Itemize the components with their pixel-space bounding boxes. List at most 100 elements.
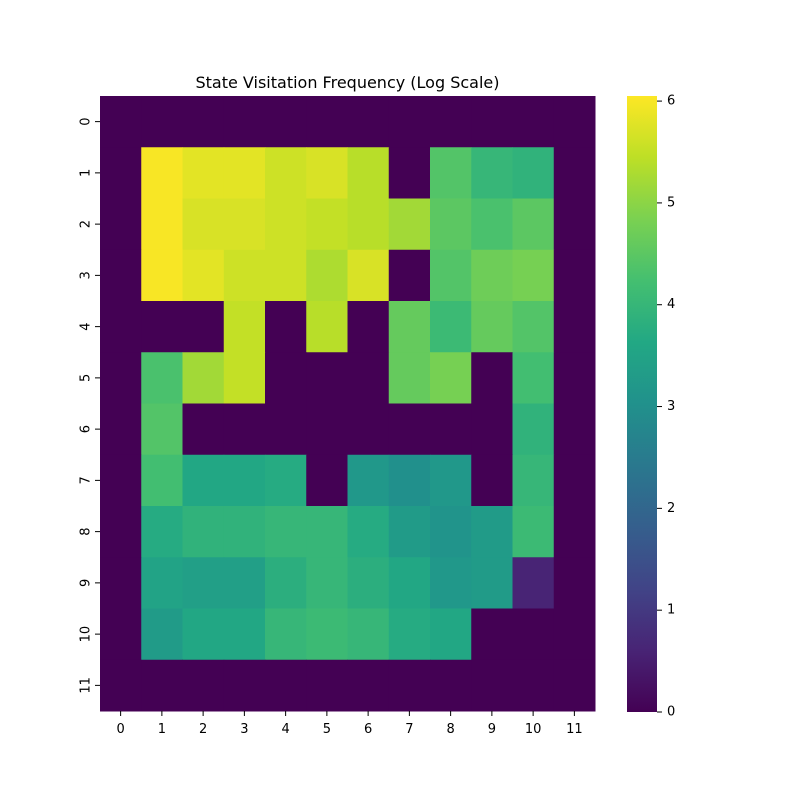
heatmap-cell [223,608,266,661]
heatmap-cell [347,454,390,507]
y-tick-label: 4 [79,322,94,330]
heatmap-cell [388,454,431,507]
y-tick-label: 3 [79,271,94,279]
heatmap-cell [553,659,596,712]
heatmap-cell [100,659,142,712]
heatmap-cell [430,301,472,353]
heatmap-cell [347,352,390,404]
heatmap-cell [553,352,596,404]
heatmap-cell [553,557,596,609]
colorbar-tick-label: 0 [667,705,675,720]
heatmap-cell [223,506,266,558]
heatmap-cell [553,506,596,558]
heatmap-cell [265,147,307,199]
heatmap-cell [388,608,431,661]
heatmap-cell [388,147,431,199]
heatmap-cell [306,557,348,609]
heatmap-cell [100,198,142,251]
heatmap-cell [347,198,390,251]
heatmap-cell [306,198,348,251]
heatmap-cell [430,249,472,302]
heatmap-cell [306,96,348,148]
heatmap-cell [100,403,142,456]
y-axis: 0 1 2 3 4 5 6 7 8 9 10 11 [79,117,100,694]
y-tick-label: 1 [79,169,94,177]
heatmap-cell [265,352,307,404]
heatmap-cell [265,198,307,251]
heatmap-cell [306,301,348,353]
heatmap-cell [347,147,390,199]
heatmap-cell [223,96,266,148]
heatmap-cell [306,403,348,456]
heatmap-cell [141,301,183,353]
heatmap-cell [141,454,183,507]
heatmap-cell [471,506,513,558]
heatmap-cell [100,147,142,199]
x-axis: 0 1 2 3 4 5 6 7 8 9 10 11 [116,711,583,737]
heatmap-cell [141,96,183,148]
colorbar-tick-label: 2 [667,501,675,516]
heatmap-cell [347,506,390,558]
heatmap-cell [512,608,555,661]
heatmap-cell [100,249,142,302]
heatmap-cell [512,557,555,609]
heatmap-cell [141,147,183,199]
heatmap-cell [265,659,307,712]
heatmap-cell [100,608,142,661]
x-tick-label: 6 [364,722,372,737]
heatmap-cell [223,454,266,507]
x-tick-label: 0 [116,722,124,737]
x-tick-label: 2 [199,722,207,737]
heatmap-cell [182,557,225,609]
y-tick-label: 0 [79,117,94,125]
heatmap-cell [430,659,472,712]
heatmap-cell [100,301,142,353]
x-tick-label: 8 [446,722,454,737]
heatmap-cell [347,659,390,712]
y-tick-label: 9 [79,579,94,587]
heatmap-cell [512,506,555,558]
heatmap-cell [512,147,555,199]
x-tick-label: 7 [405,722,413,737]
heatmap-cell [553,198,596,251]
heatmap-cell [141,659,183,712]
heatmap-cell [512,403,555,456]
x-tick-label: 11 [566,722,583,737]
heatmap-cell [388,557,431,609]
heatmap-cell [347,301,390,353]
y-tick-label: 6 [79,425,94,433]
heatmap-cell [388,506,431,558]
heatmap-cell [265,301,307,353]
heatmap-cell [471,301,513,353]
heatmap-cell [265,608,307,661]
heatmap-cell [141,403,183,456]
heatmap-cell [430,557,472,609]
heatmap-cell [223,557,266,609]
colorbar-ticks: 0 1 2 3 4 5 6 [657,94,675,720]
heatmap-cell [347,249,390,302]
x-tick-label: 5 [323,722,331,737]
heatmap-cell [182,454,225,507]
heatmap-cell [347,96,390,148]
heatmap-cell [430,403,472,456]
heatmap-cell [100,96,142,148]
heatmap-cell [471,454,513,507]
heatmap-cell [223,352,266,404]
heatmap-cell [265,96,307,148]
heatmap-cell [223,198,266,251]
y-tick-label: 10 [79,626,94,643]
heatmap-cell [223,249,266,302]
heatmap-cell [430,352,472,404]
heatmap-cell [182,301,225,353]
heatmap-cell [223,659,266,712]
heatmap-cell [223,403,266,456]
heatmap-cell [306,352,348,404]
heatmap-cell [388,96,431,148]
heatmap-cell [182,198,225,251]
heatmap-cell [512,352,555,404]
heatmap-cell [388,198,431,251]
heatmap-cell [553,403,596,456]
heatmap-cell [471,96,513,148]
heatmap-cell [347,557,390,609]
heatmap-cell [100,352,142,404]
